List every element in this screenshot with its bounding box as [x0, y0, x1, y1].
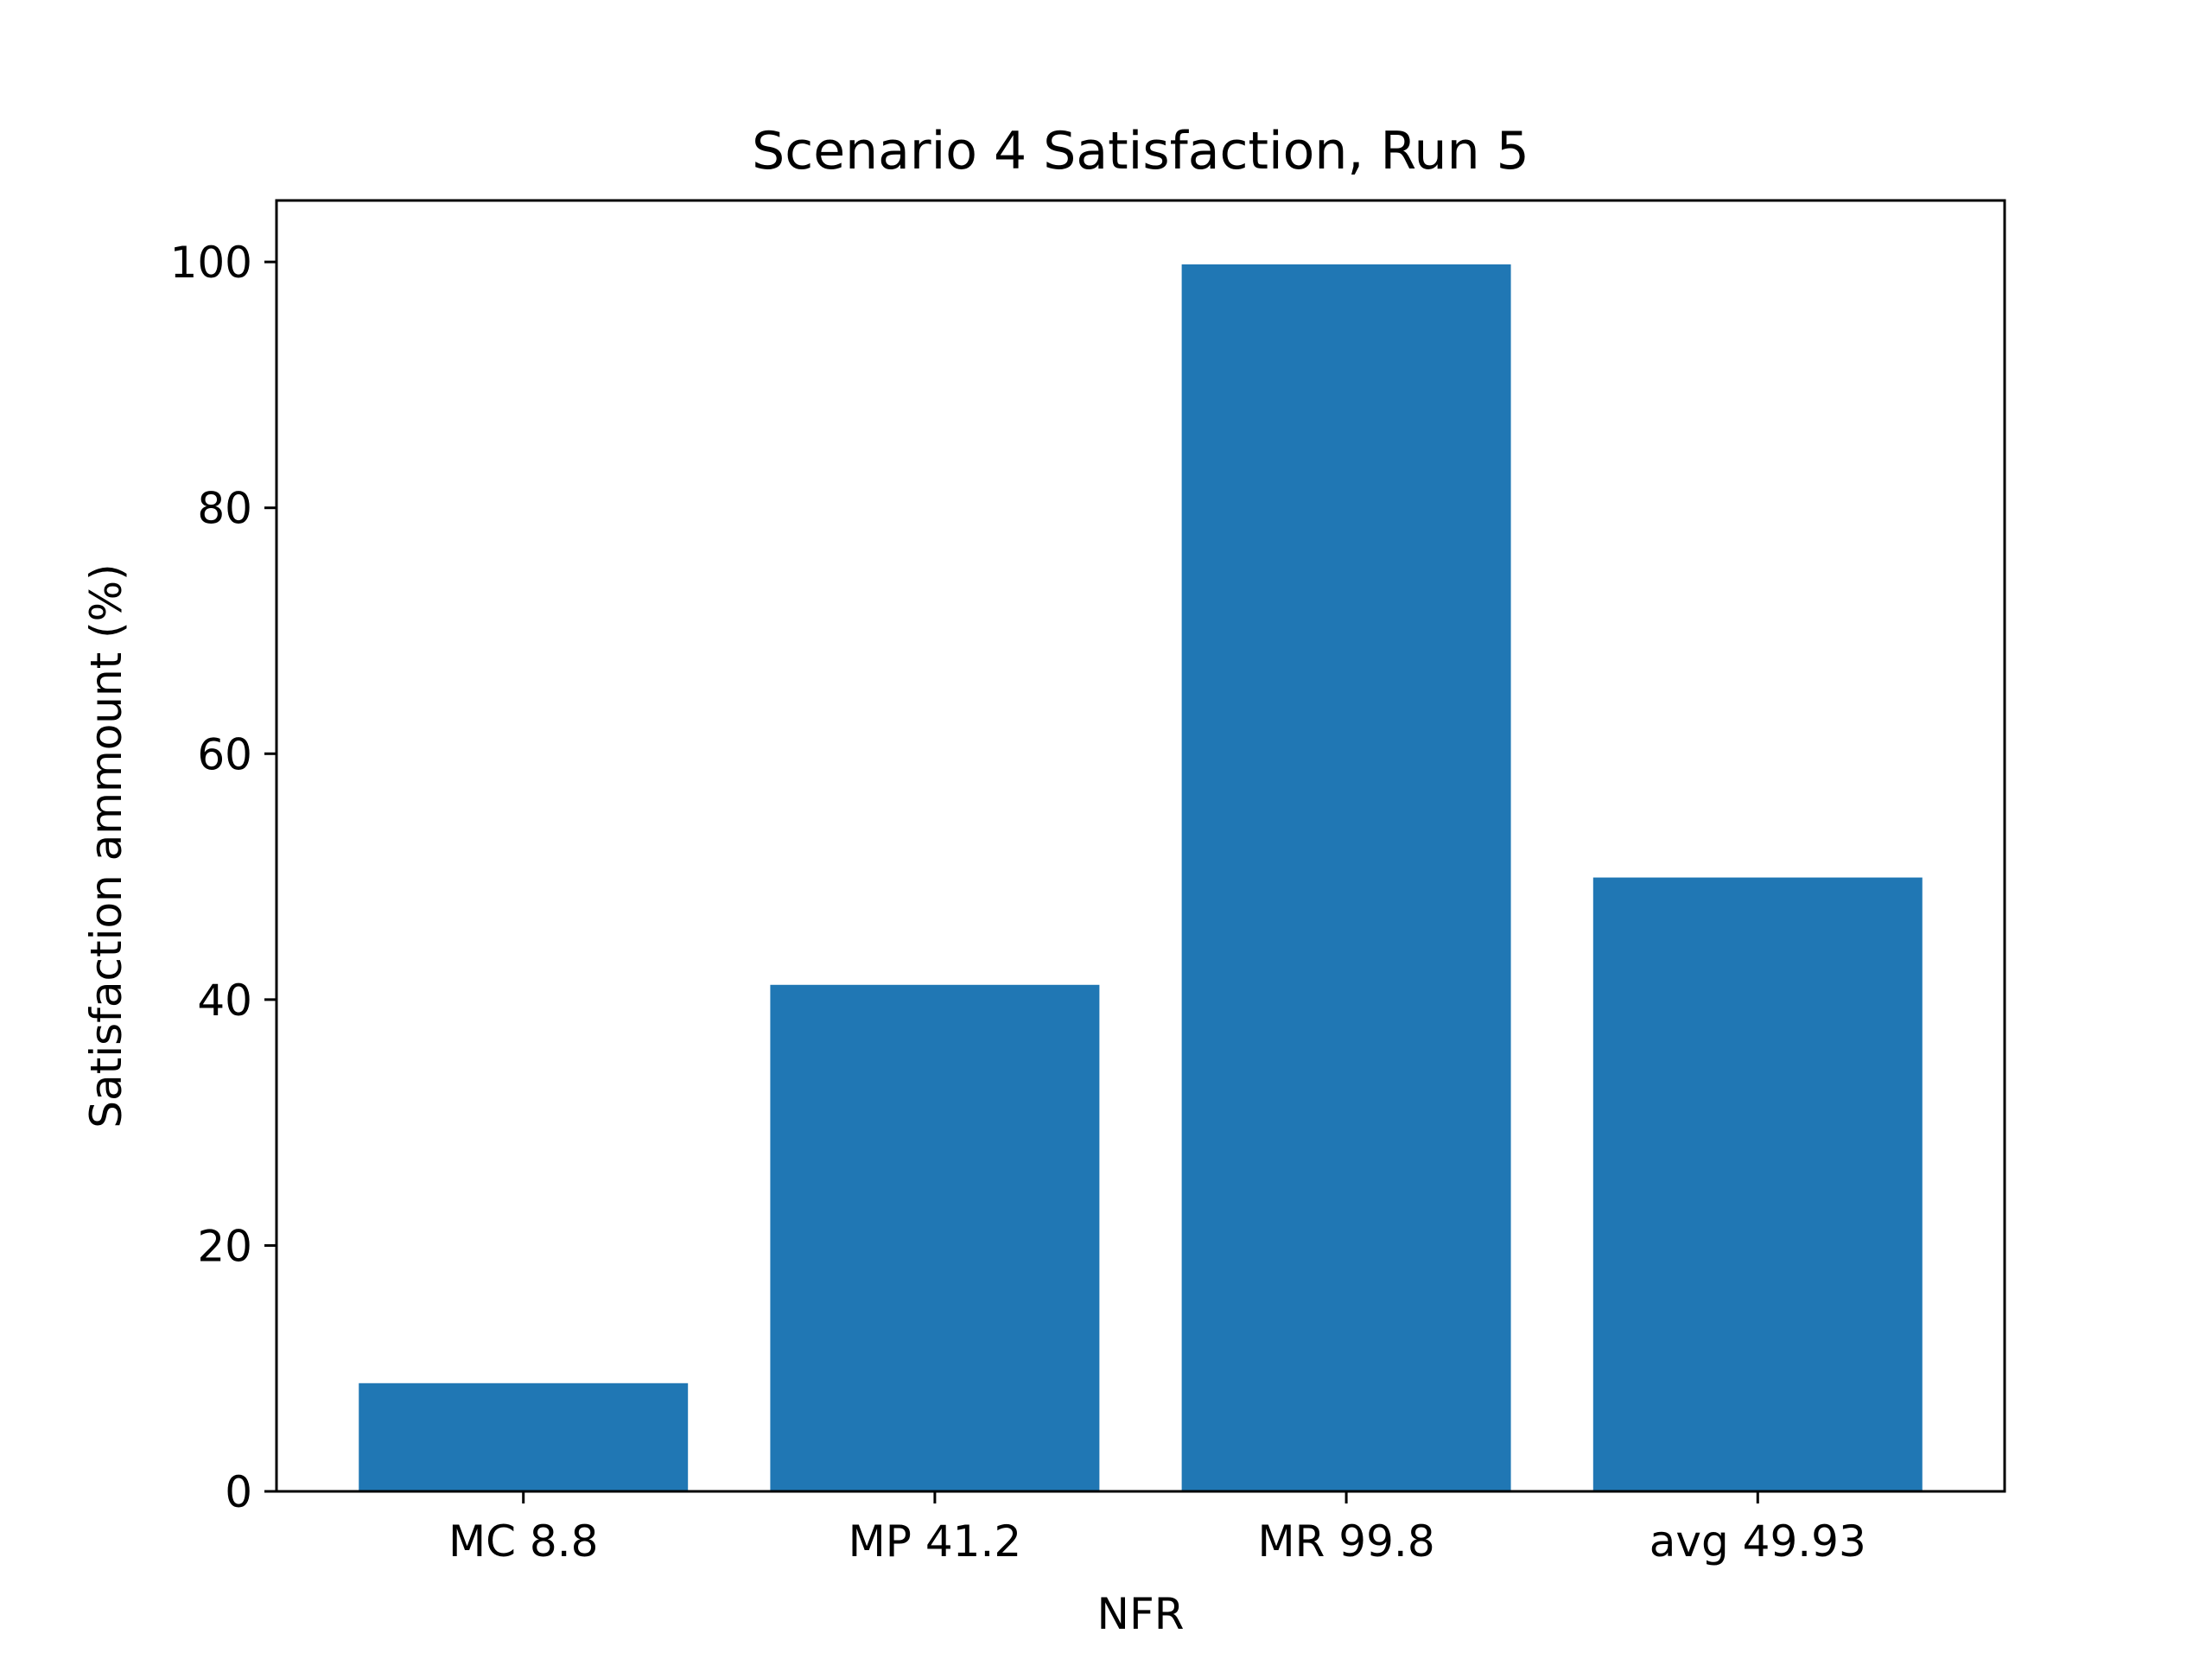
x-tick-label: MC 8.8 [448, 1516, 598, 1567]
y-tick-label: 60 [197, 729, 252, 779]
y-axis-label: Satisfaction ammount (%) [81, 563, 131, 1128]
bar-2 [1181, 264, 1511, 1492]
x-axis-ticks: MC 8.8 MP 41.2 MR 99.8 avg 49.93 [448, 1491, 1866, 1567]
chart-title: Scenario 4 Satisfaction, Run 5 [752, 121, 1529, 181]
y-tick-label: 80 [197, 484, 252, 534]
x-tick-label: avg 49.93 [1649, 1516, 1866, 1567]
bar-0 [359, 1382, 689, 1491]
y-tick-label: 40 [197, 976, 252, 1026]
x-axis-label: NFR [1097, 1589, 1185, 1639]
x-tick-label: MR 99.8 [1258, 1516, 1435, 1567]
plot-frame [275, 199, 2006, 1493]
y-tick-label: 100 [170, 238, 252, 288]
y-tick-label: 20 [197, 1221, 252, 1271]
bars-group [359, 264, 1923, 1492]
bar-1 [770, 984, 1100, 1491]
x-tick-label: MP 41.2 [849, 1516, 1022, 1567]
bar-3 [1592, 877, 1923, 1491]
y-tick-label: 0 [225, 1467, 252, 1517]
y-axis-ticks: 0 20 40 60 80 100 [170, 238, 276, 1517]
